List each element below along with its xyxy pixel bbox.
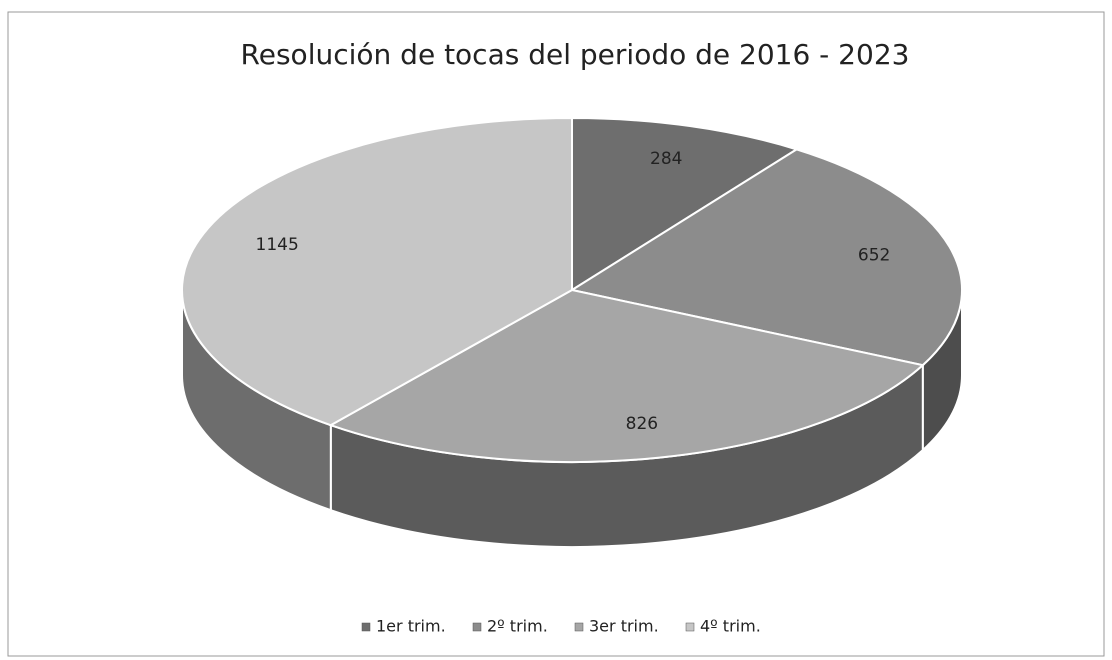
- legend-swatch: [361, 622, 371, 632]
- pie-slice: [569, 148, 963, 367]
- data-label: 652: [858, 246, 890, 266]
- pie-slice: [571, 116, 800, 292]
- data-label: 284: [650, 149, 682, 169]
- pie-slice: [328, 288, 925, 463]
- legend-swatch: [472, 622, 482, 632]
- legend-label: 2º trim.: [487, 617, 548, 636]
- data-label: 1145: [256, 235, 299, 255]
- legend-swatch: [574, 622, 584, 632]
- legend-label: 3er trim.: [589, 617, 659, 636]
- chart-title: Resolución de tocas del periodo de 2016 …: [241, 38, 910, 71]
- legend-label: 4º trim.: [700, 617, 761, 636]
- data-label: 826: [626, 414, 658, 434]
- legend-label: 1er trim.: [376, 617, 446, 636]
- pie-slice: [181, 116, 573, 427]
- legend-swatch: [685, 622, 695, 632]
